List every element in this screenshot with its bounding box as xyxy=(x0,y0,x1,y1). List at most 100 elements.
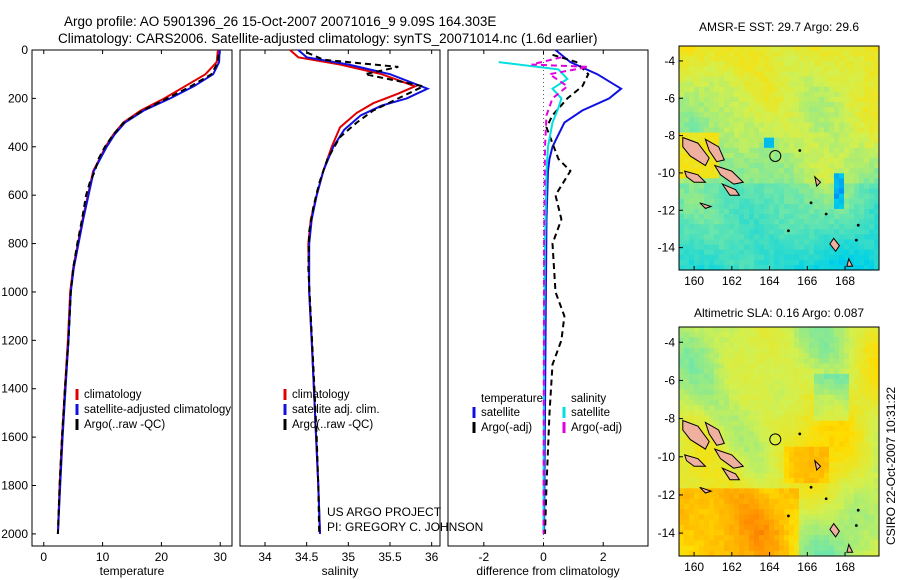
heatmap-cell xyxy=(799,127,805,134)
heatmap-cell xyxy=(849,254,855,261)
heatmap-cell xyxy=(774,540,780,547)
heatmap-cell xyxy=(704,358,710,365)
heatmap-cell xyxy=(849,61,855,67)
heatmap-cell xyxy=(704,71,710,78)
heatmap-cell xyxy=(859,363,865,370)
heatmap-cell xyxy=(809,389,815,396)
heatmap-cell xyxy=(809,332,815,338)
heatmap-cell xyxy=(739,86,745,93)
heatmap-cell xyxy=(814,107,820,113)
heatmap-cell xyxy=(864,431,870,437)
heatmap-cell xyxy=(864,56,870,62)
heatmap-cell xyxy=(689,112,695,118)
heatmap-cell xyxy=(764,193,770,200)
heatmap-cell xyxy=(874,535,880,541)
heatmap-cell xyxy=(794,399,800,406)
heatmap-cell xyxy=(844,198,850,205)
heatmap-cell xyxy=(809,342,815,349)
island-outline xyxy=(846,543,854,553)
heatmap-cell xyxy=(739,107,745,113)
heatmap-cell xyxy=(709,363,715,370)
heatmap-cell xyxy=(714,332,720,338)
heatmap-cell xyxy=(839,193,845,200)
heatmap-cell xyxy=(874,51,880,57)
heatmap-cell xyxy=(679,405,685,411)
heatmap-cell xyxy=(824,529,830,536)
heatmap-cell xyxy=(739,117,745,123)
y-tick-label: -6 xyxy=(664,373,675,387)
heatmap-cell xyxy=(759,56,765,62)
heatmap-cell xyxy=(714,529,720,536)
heatmap-cell xyxy=(779,394,785,401)
heatmap-cell xyxy=(789,415,795,422)
heatmap-cell xyxy=(689,132,695,139)
heatmap-cell xyxy=(684,389,690,396)
heatmap-cell xyxy=(819,249,825,256)
heatmap-cell xyxy=(684,208,690,215)
heatmap-cell xyxy=(824,102,830,108)
heatmap-cell xyxy=(784,81,790,88)
heatmap-cell xyxy=(719,493,725,500)
heatmap-cell xyxy=(684,193,690,200)
heatmap-cell xyxy=(719,347,725,354)
heatmap-cell xyxy=(839,467,845,474)
heatmap-cell xyxy=(699,503,705,510)
heatmap-cell xyxy=(694,394,700,401)
heatmap-cell xyxy=(854,188,860,195)
heatmap-cell xyxy=(844,550,850,557)
heatmap-cell xyxy=(824,264,830,271)
heatmap-cell xyxy=(814,524,820,531)
heatmap-cell xyxy=(804,152,810,159)
heatmap-cell xyxy=(759,535,765,541)
heatmap-cell xyxy=(739,477,745,484)
heatmap-cell xyxy=(734,353,740,359)
heatmap-cell xyxy=(779,107,785,113)
heatmap-cell xyxy=(759,472,765,479)
heatmap-cell xyxy=(814,425,820,432)
heatmap-cell xyxy=(869,337,875,344)
heatmap-cell xyxy=(754,363,760,370)
heatmap-cell xyxy=(719,337,725,344)
heatmap-cell xyxy=(684,224,690,230)
heatmap-cell xyxy=(789,198,795,205)
heatmap-cell xyxy=(819,389,825,396)
heatmap-cell xyxy=(734,214,740,220)
heatmap-cell xyxy=(744,451,750,458)
heatmap-cell xyxy=(789,152,795,159)
heatmap-cell xyxy=(689,51,695,57)
heatmap-cell xyxy=(839,457,845,463)
heatmap-cell xyxy=(859,477,865,484)
heatmap-cell xyxy=(764,173,770,179)
heatmap-cell xyxy=(684,353,690,359)
heatmap-cell xyxy=(809,519,815,526)
heatmap-cell xyxy=(819,394,825,401)
heatmap-cell xyxy=(804,259,810,266)
heatmap-cell xyxy=(694,472,700,479)
heatmap-cell xyxy=(764,399,770,406)
heatmap-cell xyxy=(694,71,700,78)
heatmap-cell xyxy=(749,132,755,139)
heatmap-cell xyxy=(714,183,720,190)
heatmap-cell xyxy=(794,327,800,333)
heatmap-cell xyxy=(749,96,755,103)
heatmap-cell xyxy=(839,112,845,118)
heatmap-cell xyxy=(694,477,700,484)
heatmap-cell xyxy=(824,384,830,391)
heatmap-cell xyxy=(749,224,755,230)
heatmap-cell xyxy=(864,363,870,370)
heatmap-cell xyxy=(759,353,765,359)
heatmap-cell xyxy=(774,488,780,495)
heatmap-cell xyxy=(744,76,750,83)
heatmap-cell xyxy=(699,519,705,526)
heatmap-cell xyxy=(854,117,860,123)
heatmap-cell xyxy=(839,117,845,123)
heatmap-cell xyxy=(859,405,865,411)
heatmap-cell xyxy=(729,509,735,515)
heatmap-cell xyxy=(739,415,745,422)
heatmap-cell xyxy=(859,457,865,463)
heatmap-cell xyxy=(819,112,825,118)
heatmap-cell xyxy=(764,51,770,57)
heatmap-cell xyxy=(874,91,880,98)
heatmap-cell xyxy=(744,420,750,427)
heatmap-cell xyxy=(714,86,720,93)
